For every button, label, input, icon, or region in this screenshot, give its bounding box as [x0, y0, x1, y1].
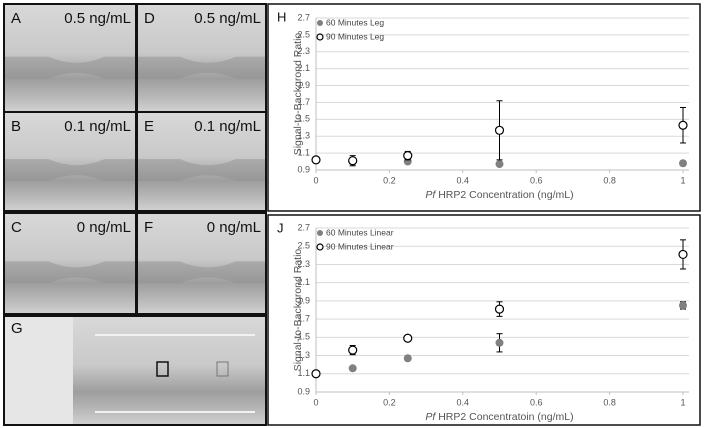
- y-tick-label: 1.9: [297, 80, 310, 90]
- pad: [5, 317, 73, 424]
- x-tick-label: 0: [313, 397, 318, 407]
- concentration-label: 0 ng/mL: [77, 219, 131, 236]
- y-tick-label: 0.9: [297, 164, 310, 174]
- chart-frame: [267, 214, 701, 426]
- x-tick-label: 0.6: [530, 175, 543, 185]
- point: [494, 304, 505, 314]
- y-tick-label: 1.9: [297, 295, 310, 305]
- point: [403, 354, 412, 363]
- y-tick-label: 2.5: [297, 29, 310, 39]
- point: [403, 333, 413, 343]
- x-tick-label: 1: [680, 175, 685, 185]
- concentration-label: 0.1 ng/mL: [194, 118, 261, 135]
- panel-letter: H: [277, 9, 286, 24]
- y-tick-label: 1.1: [297, 147, 310, 157]
- point: [348, 364, 357, 373]
- point: [678, 120, 688, 130]
- point: [679, 301, 687, 310]
- x-axis-title: Pf HRP2 Concentration (ng/mL): [425, 189, 573, 201]
- y-tick-label: 1.7: [297, 313, 310, 323]
- legend-marker: [316, 243, 324, 251]
- detection-zone: [156, 361, 169, 377]
- x-tick-label: 0.2: [383, 397, 396, 407]
- panel-letter: J: [277, 220, 284, 235]
- point: [494, 125, 505, 135]
- chart-frame: [267, 3, 701, 212]
- y-tick-label: 1.1: [297, 368, 310, 378]
- point: [403, 151, 413, 161]
- y-tick-label: 1.5: [297, 332, 310, 342]
- panel-letter: F: [144, 219, 153, 236]
- x-tick-label: 0: [313, 175, 318, 185]
- panel-letter: D: [144, 10, 155, 27]
- y-tick-label: 2.3: [297, 46, 310, 56]
- x-axis-title-italic: Pf: [425, 411, 436, 423]
- y-tick-label: 2.7: [297, 12, 310, 22]
- point: [348, 156, 358, 166]
- legend-label: 60 Minutes Leg: [326, 17, 384, 27]
- x-tick-label: 1: [680, 397, 685, 407]
- channel-neck: [138, 261, 265, 284]
- x-tick-label: 0.2: [383, 175, 396, 185]
- panel-letter: C: [11, 219, 22, 236]
- y-tick-label: 2.1: [297, 63, 310, 73]
- concentration-label: 0.5 ng/mL: [64, 10, 131, 27]
- legend-marker: [317, 20, 323, 26]
- x-axis-title: Pf HRP2 Concentratoin (ng/mL): [425, 411, 573, 423]
- point: [311, 369, 321, 379]
- point: [495, 338, 504, 347]
- channel-neck: [138, 56, 265, 79]
- x-axis-title-italic: Pf: [425, 189, 436, 201]
- x-tick-label: 0.8: [603, 175, 616, 185]
- legend-label: 90 Minutes Leg: [326, 31, 384, 41]
- point: [311, 155, 321, 165]
- point: [679, 159, 687, 168]
- legend-label: 90 Minutes Linear: [326, 241, 394, 251]
- x-tick-label: 0.4: [457, 397, 470, 407]
- y-tick-label: 1.7: [297, 97, 310, 107]
- concentration-label: 0.5 ng/mL: [194, 10, 261, 27]
- channel-neck: [5, 159, 135, 182]
- y-tick-label: 1.3: [297, 350, 310, 360]
- y-axis-title: Signal-to-Backgrond Ratio: [292, 33, 304, 156]
- channel-neck: [5, 261, 135, 284]
- point: [348, 345, 358, 355]
- legend-label: 60 Minutes Linear: [326, 227, 394, 237]
- channel-neck: [138, 159, 265, 182]
- concentration-label: 0.1 ng/mL: [64, 118, 131, 135]
- legend-marker: [317, 230, 323, 236]
- y-axis-title: Signal-to-Backgrond Ratio: [292, 249, 304, 372]
- y-tick-label: 0.9: [297, 386, 310, 396]
- panel-letter: A: [11, 10, 21, 27]
- point: [678, 249, 688, 260]
- y-tick-label: 2.7: [297, 222, 310, 232]
- x-tick-label: 0.4: [457, 175, 470, 185]
- concentration-label: 0 ng/mL: [207, 219, 261, 236]
- legend-marker: [316, 33, 324, 41]
- x-axis-title-text: HRP2 Concentration (ng/mL): [438, 189, 573, 201]
- y-tick-label: 1.3: [297, 131, 310, 141]
- channel-neck: [5, 56, 135, 79]
- control-zone: [216, 361, 229, 377]
- y-tick-label: 2.5: [297, 241, 310, 251]
- panel-letter: G: [11, 320, 23, 337]
- x-tick-label: 0.6: [530, 397, 543, 407]
- x-tick-label: 0.8: [603, 397, 616, 407]
- panel-letter: E: [144, 118, 154, 135]
- y-tick-label: 2.3: [297, 259, 310, 269]
- photos: A 0.5 ng/mL D 0.5 ng/mL B 0.1 ng/mL E 0.1 ng/mL…: [5, 5, 265, 424]
- y-tick-label: 1.5: [297, 114, 310, 124]
- point: [495, 160, 504, 169]
- y-tick-label: 2.1: [297, 277, 310, 287]
- panel-letter: B: [11, 118, 21, 135]
- x-axis-title-text: HRP2 Concentratoin (ng/mL): [438, 411, 573, 423]
